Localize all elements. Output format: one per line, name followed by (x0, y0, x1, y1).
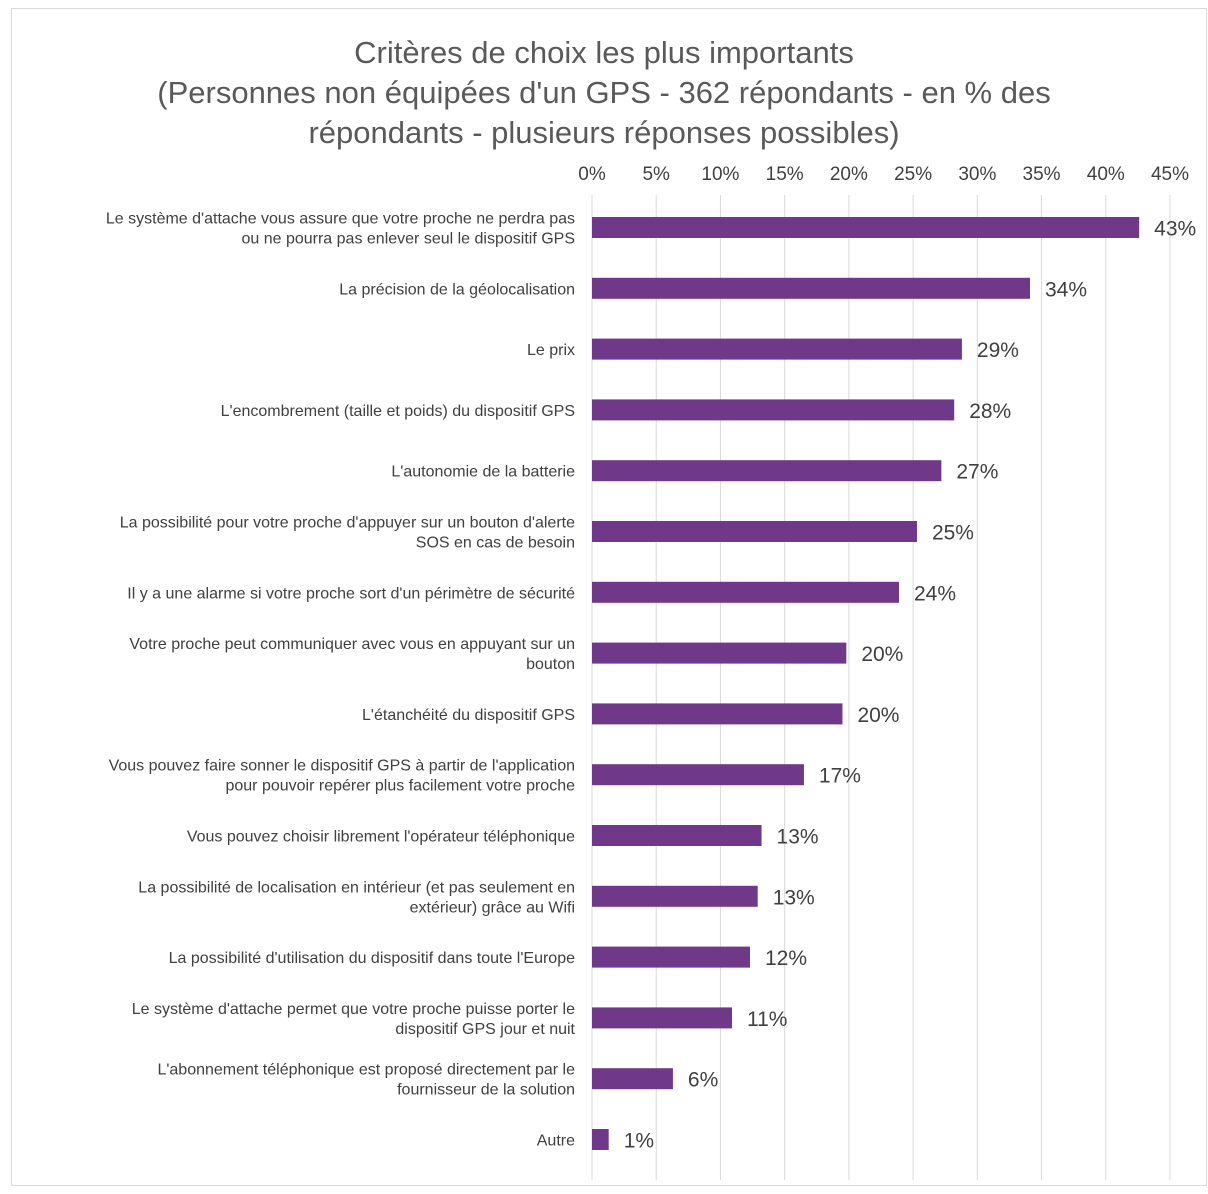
bar (592, 885, 758, 907)
bar (592, 521, 917, 542)
bar (592, 277, 1030, 299)
bars (592, 217, 1140, 1150)
data-label: 24% (914, 582, 956, 605)
x-tick-label: 10% (701, 164, 739, 185)
data-label: 12% (765, 947, 807, 970)
bar (592, 338, 962, 360)
data-label: 20% (861, 643, 903, 666)
category-label: Vous pouvez choisir librement l'opérateu… (187, 829, 575, 846)
x-tick-label: 0% (578, 164, 606, 185)
data-label: 28% (969, 400, 1011, 423)
data-label: 27% (956, 461, 998, 484)
category-label: L'étanchéité du dispositif GPS (362, 707, 575, 724)
data-label: 1% (624, 1130, 654, 1153)
bar (592, 642, 847, 664)
bar (592, 581, 899, 603)
bar (592, 217, 1140, 238)
category-label: L'encombrement (taille et poids) du disp… (221, 403, 575, 420)
data-label: 25% (932, 522, 974, 545)
category-label: La possibilité pour votre proche d'appuy… (120, 515, 575, 552)
bar (592, 703, 843, 725)
category-label: Vous pouvez faire sonner le dispositif G… (109, 758, 576, 795)
x-tick-label: 20% (830, 164, 868, 185)
category-label: La précision de la géolocalisation (339, 281, 575, 298)
data-label: 20% (857, 704, 899, 727)
x-tick-label: 35% (1023, 164, 1061, 185)
category-label: Le système d'attache permet que votre pr… (132, 1001, 576, 1038)
category-label: Il y a une alarme si votre proche sort d… (127, 585, 575, 602)
data-label: 34% (1045, 278, 1087, 301)
x-axis-ticks: 0% 5% 10% 15% 20% 25% 30% 35% 40% 45% (578, 164, 1189, 185)
data-label: 43% (1154, 218, 1196, 241)
bar (592, 1007, 733, 1029)
data-label: 11% (747, 1008, 787, 1031)
category-label: La possibilité d'utilisation du disposit… (169, 950, 575, 967)
data-labels: 43% 34% 29% 28% 27% 25% 24% 20% 20% 17% 13% 13% 12% 1… (624, 218, 1197, 1153)
category-label: La possibilité de localisation en intéri… (138, 879, 575, 916)
x-tick-label: 40% (1087, 164, 1125, 185)
category-label: L'autonomie de la batterie (391, 464, 575, 481)
category-label: Votre proche peut communiquer avec vous … (129, 636, 575, 673)
data-label: 13% (773, 886, 815, 909)
bar (592, 1068, 673, 1090)
chart-title-line-1: Critères de choix les plus importants (354, 35, 854, 70)
chart-title-line-3: répondants - plusieurs réponses possible… (308, 115, 900, 150)
category-label: Le prix (527, 342, 575, 359)
category-label: Autre (537, 1133, 575, 1150)
category-label: Le système d'attache vous assure que vot… (106, 211, 575, 248)
chart-title: Critères de choix les plus importants (P… (0, 33, 1208, 153)
data-label: 6% (688, 1069, 718, 1092)
bar (592, 764, 804, 786)
chart-title-line-2: (Personnes non équipées d'un GPS - 362 r… (157, 75, 1051, 110)
x-tick-label: 15% (766, 164, 804, 185)
data-label: 13% (777, 826, 819, 849)
category-label: L'abonnement téléphonique est proposé di… (157, 1062, 575, 1099)
x-tick-label: 25% (894, 164, 932, 185)
x-tick-label: 30% (958, 164, 996, 185)
bar (592, 825, 762, 846)
x-tick-label: 5% (642, 164, 670, 185)
bar (592, 1129, 609, 1150)
data-label: 29% (977, 339, 1019, 362)
bar (592, 460, 942, 482)
bar (592, 946, 750, 968)
category-labels: Le système d'attache vous assure que vot… (106, 211, 576, 1150)
data-label: 17% (819, 765, 861, 788)
x-tick-label: 45% (1151, 164, 1189, 185)
bar (592, 399, 955, 421)
